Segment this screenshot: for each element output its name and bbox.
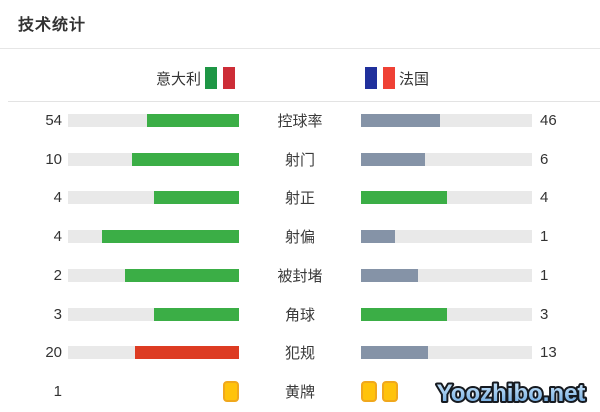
stat-row: 20 犯规 13	[0, 334, 600, 373]
away-value: 46	[540, 111, 557, 129]
stat-label: 角球	[284, 306, 315, 324]
away-value: 6	[540, 150, 549, 168]
home-bar	[68, 152, 239, 166]
page-title: 技术统计	[18, 17, 87, 34]
stat-rows: 54 控球率 46 10 射门 6 4 射正 4 4 射偏 1 2 被封堵 1 …	[0, 101, 600, 411]
stat-row: 54 控球率 46	[0, 101, 600, 140]
away-bar	[361, 191, 532, 205]
stat-label: 控球率	[277, 112, 323, 130]
divider	[0, 48, 600, 49]
flag-stripe	[383, 67, 395, 89]
home-bar-fill	[125, 268, 239, 282]
stat-row: 4 射正 4	[0, 179, 600, 218]
home-value: 10	[45, 150, 62, 168]
stat-label: 射正	[284, 190, 315, 208]
home-bar-fill	[135, 346, 239, 360]
home-value: 4	[53, 189, 62, 207]
stat-label: 黄牌	[284, 384, 315, 402]
stat-label: 射门	[284, 151, 315, 169]
team-away: 法国	[365, 63, 429, 93]
stat-row: 2 被封堵 1	[0, 256, 600, 295]
home-value: 2	[53, 266, 62, 284]
flag-stripe	[377, 67, 383, 89]
away-value: 3	[540, 305, 549, 323]
home-bar	[68, 268, 239, 282]
away-bar-fill	[361, 346, 429, 360]
away-value: 13	[540, 344, 557, 362]
flag-stripe	[217, 67, 223, 89]
home-bar-fill	[146, 113, 239, 127]
home-team-name: 意大利	[155, 70, 201, 88]
home-bar	[68, 191, 239, 205]
yellow-card-icon	[382, 381, 398, 403]
home-bar	[68, 346, 239, 360]
away-bar-fill	[361, 152, 426, 166]
home-bar-fill	[153, 191, 239, 205]
away-value: 4	[540, 189, 549, 207]
away-bar-fill	[361, 191, 447, 205]
yellow-card-icon	[361, 381, 377, 403]
home-value: 1	[53, 383, 62, 401]
flag-stripe	[365, 67, 377, 89]
team-home: 意大利	[156, 63, 235, 93]
watermark-text: Yoozhibo.net	[437, 380, 586, 407]
stat-row: 10 射门 6	[0, 140, 600, 179]
away-bar	[361, 381, 532, 403]
away-bar	[361, 346, 532, 360]
away-bar	[361, 152, 532, 166]
stat-label: 射偏	[284, 229, 315, 247]
italy-flag-icon	[205, 67, 235, 89]
home-bar	[68, 230, 239, 244]
stat-row: 3 角球 3	[0, 295, 600, 334]
home-value: 20	[45, 344, 62, 362]
home-value: 54	[45, 111, 62, 129]
watermark: Yoozhibo.net	[435, 378, 588, 409]
home-value: 3	[53, 305, 62, 323]
stat-label: 被封堵	[277, 267, 323, 285]
away-team-name: 法国	[399, 70, 430, 88]
divider	[8, 101, 600, 102]
yellow-card-icon	[223, 381, 239, 403]
away-bar	[361, 307, 532, 321]
away-bar	[361, 113, 532, 127]
home-bar-fill	[132, 152, 239, 166]
away-bar	[361, 230, 532, 244]
away-bar-fill	[361, 307, 447, 321]
home-bar-fill	[102, 230, 239, 244]
away-bar-fill	[361, 230, 396, 244]
france-flag-icon	[365, 67, 395, 89]
stat-label: 犯规	[284, 345, 315, 363]
away-bar-fill	[361, 113, 440, 127]
away-bar	[361, 268, 532, 282]
home-bar	[68, 381, 239, 403]
home-value: 4	[53, 228, 62, 246]
flag-stripe	[223, 67, 235, 89]
team-header: 意大利 法国	[0, 63, 600, 93]
stat-row: 1 黄牌	[0, 372, 600, 411]
home-bar	[68, 113, 239, 127]
stat-row: 4 射偏 1	[0, 217, 600, 256]
away-bar-fill	[361, 268, 418, 282]
away-value: 1	[540, 228, 549, 246]
home-bar-fill	[153, 307, 239, 321]
away-value: 1	[540, 266, 549, 284]
flag-stripe	[205, 67, 217, 89]
home-bar	[68, 307, 239, 321]
